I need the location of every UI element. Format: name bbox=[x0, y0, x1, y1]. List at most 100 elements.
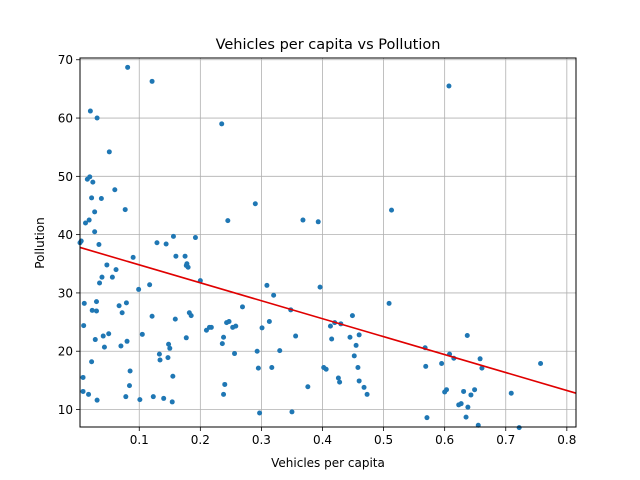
data-point bbox=[94, 115, 100, 121]
data-point bbox=[323, 366, 329, 372]
data-point bbox=[136, 286, 142, 292]
y-tick-label: 70 bbox=[58, 53, 73, 67]
data-point bbox=[92, 337, 98, 343]
data-point bbox=[126, 383, 132, 389]
data-point bbox=[335, 375, 341, 381]
data-point bbox=[100, 333, 106, 339]
data-point bbox=[169, 399, 175, 405]
data-point bbox=[277, 348, 283, 354]
data-point bbox=[183, 335, 189, 341]
data-point bbox=[89, 195, 95, 201]
data-point bbox=[508, 390, 514, 396]
axes-frame bbox=[79, 57, 577, 428]
x-tick-label: 0.2 bbox=[191, 433, 210, 447]
data-point bbox=[82, 220, 88, 226]
data-point bbox=[182, 253, 188, 259]
data-point bbox=[264, 282, 270, 288]
x-tick-label: 0.8 bbox=[557, 433, 576, 447]
plot-area bbox=[77, 64, 577, 431]
x-tick-label: 0.4 bbox=[313, 433, 332, 447]
x-tick-label: 0.1 bbox=[130, 433, 149, 447]
data-point bbox=[208, 324, 214, 330]
data-point bbox=[347, 334, 353, 340]
data-point bbox=[123, 300, 129, 306]
data-point bbox=[116, 303, 122, 309]
data-point bbox=[538, 360, 544, 366]
data-point bbox=[106, 331, 112, 337]
data-point bbox=[87, 174, 93, 180]
data-point bbox=[222, 381, 228, 387]
data-point bbox=[97, 280, 103, 286]
x-tick-label: 0.6 bbox=[435, 433, 454, 447]
data-point bbox=[139, 331, 145, 337]
data-point bbox=[87, 108, 93, 114]
data-point bbox=[185, 264, 191, 270]
data-point bbox=[192, 235, 198, 241]
data-point bbox=[89, 307, 95, 313]
data-point bbox=[464, 332, 470, 338]
data-point bbox=[226, 318, 232, 324]
data-point bbox=[465, 404, 471, 410]
data-point bbox=[165, 355, 171, 361]
data-point bbox=[93, 308, 99, 314]
data-point bbox=[154, 240, 160, 246]
data-point bbox=[89, 359, 95, 365]
data-point bbox=[356, 378, 362, 384]
data-point bbox=[255, 365, 261, 371]
chart-title: Vehicles per capita vs Pollution bbox=[216, 37, 441, 53]
data-point bbox=[173, 253, 179, 259]
data-point bbox=[389, 207, 395, 213]
y-tick-label: 60 bbox=[58, 112, 73, 126]
data-point bbox=[225, 218, 231, 224]
data-point bbox=[170, 373, 176, 379]
data-point bbox=[149, 313, 155, 319]
data-point bbox=[94, 397, 100, 403]
data-point bbox=[317, 284, 323, 290]
data-point bbox=[113, 267, 119, 273]
data-point bbox=[269, 365, 275, 371]
data-point bbox=[112, 187, 118, 193]
data-point bbox=[232, 351, 238, 357]
data-point bbox=[361, 384, 367, 390]
data-point bbox=[254, 348, 260, 354]
data-point bbox=[439, 360, 445, 366]
data-point bbox=[123, 394, 129, 400]
y-tick-label: 20 bbox=[58, 345, 73, 359]
data-point bbox=[161, 395, 167, 401]
data-point bbox=[167, 345, 173, 351]
data-point bbox=[122, 207, 128, 213]
x-axis-label: Vehicles per capita bbox=[271, 456, 385, 470]
data-point bbox=[93, 299, 99, 305]
y-tick-label: 40 bbox=[58, 228, 73, 242]
data-point bbox=[424, 415, 430, 421]
data-point bbox=[461, 388, 467, 394]
data-point bbox=[156, 351, 162, 357]
data-point bbox=[327, 323, 333, 329]
data-point bbox=[172, 316, 178, 322]
data-point bbox=[351, 353, 357, 359]
data-point bbox=[239, 304, 245, 310]
data-point bbox=[188, 313, 194, 319]
data-point bbox=[86, 391, 92, 397]
data-point bbox=[90, 179, 96, 185]
x-tick-label: 0.5 bbox=[374, 433, 393, 447]
data-point bbox=[166, 341, 172, 347]
data-point bbox=[137, 397, 143, 403]
trend-line bbox=[79, 246, 577, 394]
data-point bbox=[86, 217, 92, 223]
data-point bbox=[150, 394, 156, 400]
data-point bbox=[147, 282, 153, 288]
data-point bbox=[92, 229, 98, 235]
data-point bbox=[468, 392, 474, 398]
data-point bbox=[458, 401, 464, 407]
data-point bbox=[78, 238, 84, 244]
data-point bbox=[80, 374, 86, 380]
data-point bbox=[127, 368, 133, 374]
data-point bbox=[364, 391, 370, 397]
data-point bbox=[257, 410, 263, 416]
data-point bbox=[349, 313, 355, 319]
data-point bbox=[99, 274, 105, 280]
data-point bbox=[446, 83, 452, 89]
